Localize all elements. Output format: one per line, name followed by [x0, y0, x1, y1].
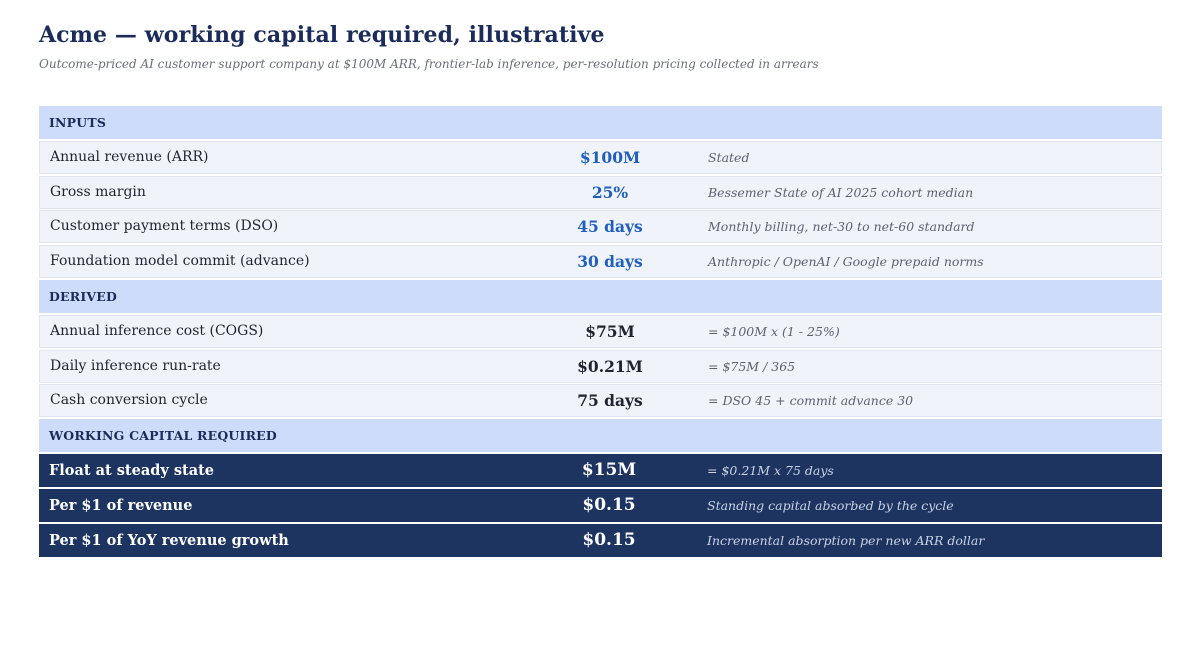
- row-value: $100M: [579, 147, 641, 167]
- page-subtitle: Outcome-priced AI customer support compa…: [39, 57, 819, 71]
- table-row: Gross margin 25% Bessemer State of AI 20…: [39, 175, 1162, 209]
- row-label: Cash conversion cycle: [50, 392, 208, 409]
- table-row: Annual inference cost (COGS) $75M = $100…: [39, 314, 1162, 348]
- table-row: Annual revenue (ARR) $100M Stated: [39, 140, 1162, 174]
- section-header-working-capital: WORKING CAPITAL REQUIRED: [39, 419, 1162, 453]
- total-row: Per $1 of revenue $0.15 Standing capital…: [39, 488, 1162, 522]
- section-header-derived: DERIVED: [39, 279, 1162, 313]
- table-row: Customer payment terms (DSO) 45 days Mon…: [39, 210, 1162, 244]
- section-header-inputs: INPUTS: [39, 106, 1162, 139]
- row-note: Bessemer State of AI 2025 cohort median: [708, 184, 974, 200]
- row-note: = $75M / 365: [708, 358, 796, 374]
- row-label: Customer payment terms (DSO): [50, 218, 279, 235]
- row-label: Float at steady state: [49, 461, 215, 479]
- row-value: $0.21M: [577, 356, 643, 376]
- row-note: Standing capital absorbed by the cycle: [707, 497, 954, 513]
- total-row: Float at steady state $15M = $0.21M x 75…: [39, 453, 1162, 487]
- row-value: 25%: [591, 182, 629, 202]
- row-label: Per $1 of YoY revenue growth: [49, 531, 289, 549]
- row-value: 45 days: [577, 217, 643, 237]
- row-note: = $100M x (1 - 25%): [708, 323, 840, 339]
- page-title: Acme — working capital required, illustr…: [39, 22, 605, 48]
- row-value: $75M: [585, 321, 635, 341]
- row-value: $15M: [581, 459, 637, 480]
- row-label: Daily inference run-rate: [50, 357, 221, 374]
- table-row: Daily inference run-rate $0.21M = $75M /…: [39, 349, 1162, 383]
- row-note: Monthly billing, net-30 to net-60 standa…: [708, 219, 975, 235]
- table-row: Cash conversion cycle 75 days = DSO 45 +…: [39, 384, 1162, 418]
- row-value: $0.15: [582, 529, 636, 550]
- row-note: = DSO 45 + commit advance 30: [708, 393, 914, 409]
- row-label: Annual inference cost (COGS): [50, 322, 264, 339]
- row-label: Foundation model commit (advance): [50, 253, 310, 270]
- row-note: Incremental absorption per new ARR dolla…: [707, 532, 985, 548]
- row-note: = $0.21M x 75 days: [707, 462, 834, 478]
- working-capital-table: INPUTS Annual revenue (ARR) $100M Stated…: [39, 106, 1162, 558]
- total-row: Per $1 of YoY revenue growth $0.15 Incre…: [39, 523, 1162, 557]
- row-label: Gross margin: [50, 183, 146, 200]
- table-row: Foundation model commit (advance) 30 day…: [39, 245, 1162, 279]
- row-note: Anthropic / OpenAI / Google prepaid norm…: [708, 254, 984, 270]
- section-title: DERIVED: [49, 288, 118, 304]
- section-title: WORKING CAPITAL REQUIRED: [49, 428, 277, 444]
- section-title: INPUTS: [49, 115, 107, 130]
- row-value: 75 days: [577, 391, 643, 411]
- row-value: 30 days: [577, 252, 643, 272]
- row-label: Per $1 of revenue: [49, 496, 193, 514]
- row-note: Stated: [708, 149, 750, 165]
- row-label: Annual revenue (ARR): [50, 148, 209, 165]
- row-value: $0.15: [582, 494, 636, 515]
